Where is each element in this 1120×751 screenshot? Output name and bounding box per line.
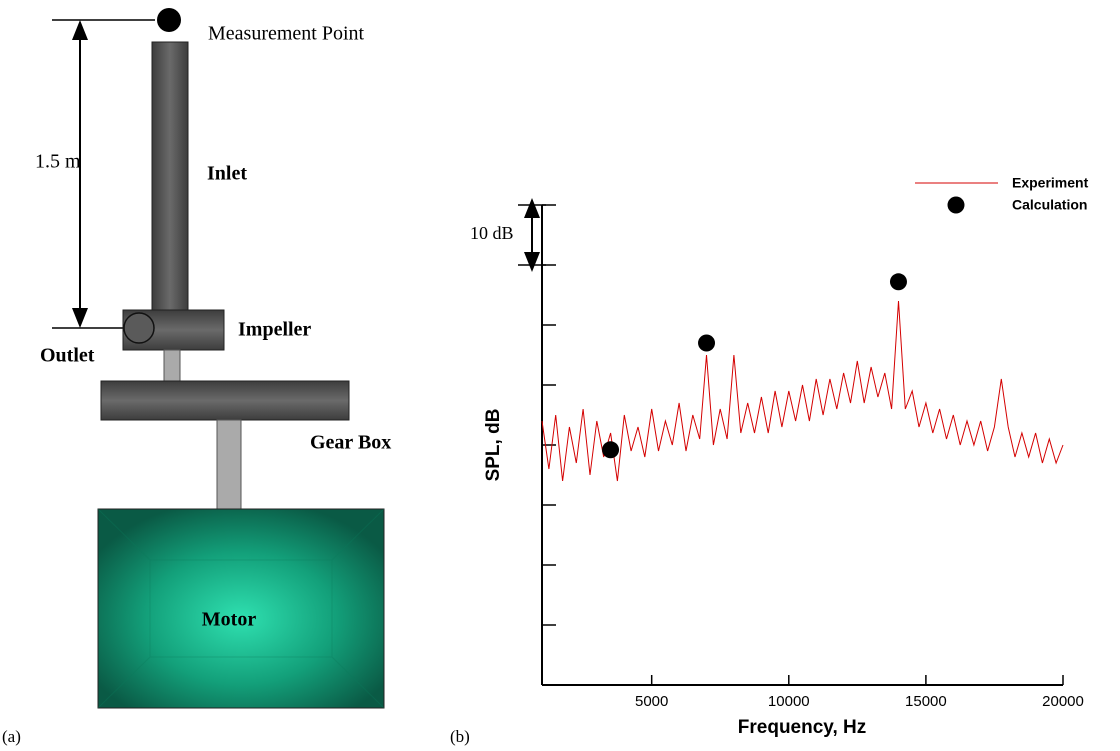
label: Inlet	[207, 163, 247, 185]
diagram: Measurement Point 1.5 m Inlet Impeller O…	[2, 8, 470, 746]
inlet-pipe	[152, 42, 188, 310]
measurement-point	[157, 8, 181, 32]
x-tick-label: 15000	[905, 693, 947, 710]
calculation-point	[698, 335, 715, 352]
label: Motor	[202, 609, 257, 631]
legend-label: Calculation	[1012, 197, 1087, 213]
x-tick-label: 20000	[1042, 693, 1084, 710]
shaft	[164, 350, 180, 381]
panel-label: (b)	[450, 727, 470, 746]
impeller	[124, 313, 154, 343]
chart: Frequency, Hz SPL, dB 5000 10000 15000 2000…	[470, 175, 1089, 738]
panel-label: (a)	[2, 727, 21, 746]
x-axis-label: Frequency, Hz	[738, 717, 866, 738]
x-tick-label: 10000	[768, 693, 810, 710]
label: 1.5 m	[35, 151, 81, 173]
calculation-point	[602, 441, 619, 458]
shaft	[217, 420, 241, 509]
label: Measurement Point	[208, 23, 365, 45]
label: Outlet	[40, 345, 95, 367]
label: Gear Box	[310, 432, 391, 454]
legend-marker	[948, 197, 965, 214]
y-axis-label: SPL, dB	[483, 409, 504, 482]
figure: Measurement Point 1.5 m Inlet Impeller O…	[0, 0, 1120, 751]
experiment-line	[542, 301, 1063, 481]
calculation-point	[890, 273, 907, 290]
page: Measurement Point 1.5 m Inlet Impeller O…	[0, 0, 1120, 751]
label: Impeller	[238, 319, 311, 341]
x-tick-label: 5000	[635, 693, 668, 710]
scale-bar-label: 10 dB	[470, 223, 514, 243]
gear-box	[101, 381, 349, 420]
legend-label: Experiment	[1012, 175, 1089, 191]
